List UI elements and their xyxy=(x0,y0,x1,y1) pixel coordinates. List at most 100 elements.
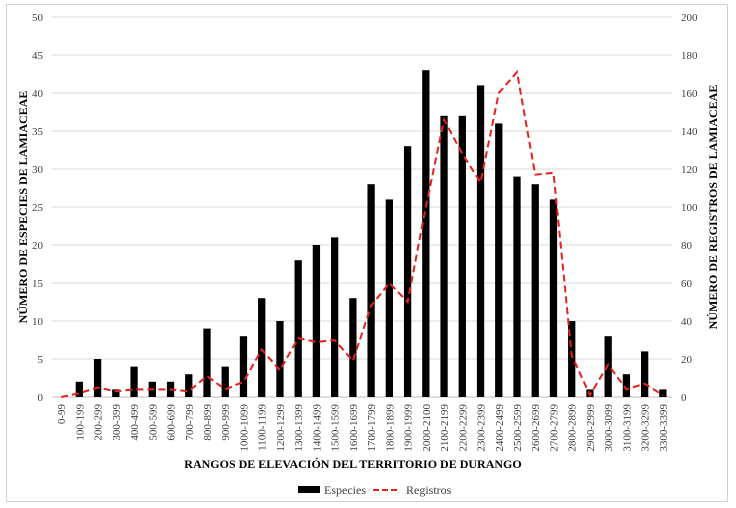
x-tick-label: 500-599 xyxy=(147,404,159,441)
x-tick-label: 2600-2699 xyxy=(530,404,542,452)
chart-frame xyxy=(6,4,728,502)
x-tick-label: 1600-1699 xyxy=(348,404,360,452)
legend-label-especies: Especies xyxy=(324,483,366,497)
bar-especies xyxy=(203,328,211,397)
x-tick-label: 1300-1399 xyxy=(293,404,305,452)
bar-especies xyxy=(258,298,266,397)
legend-label-registros: Registros xyxy=(406,483,452,497)
x-tick-label: 3300-3399 xyxy=(658,404,670,452)
right-axis-title: NÚMERO DE REGISTROS DE LAMIACEAE xyxy=(706,85,720,330)
bar-especies xyxy=(130,366,138,397)
bar-especies xyxy=(331,237,339,397)
bar-especies xyxy=(221,366,229,397)
bar-especies xyxy=(659,389,667,397)
left-tick-label: 10 xyxy=(32,316,44,328)
right-tick-label: 60 xyxy=(681,278,693,290)
bar-especies xyxy=(294,260,302,397)
bar-especies xyxy=(185,374,193,397)
bar-especies xyxy=(367,184,375,397)
right-tick-label: 140 xyxy=(681,126,698,138)
right-tick-label: 200 xyxy=(681,12,698,24)
bar-especies xyxy=(112,389,120,397)
left-tick-label: 25 xyxy=(32,202,44,214)
x-tick-label: 2100-2199 xyxy=(439,404,451,452)
gridlines xyxy=(52,16,672,360)
x-tick-label: 1500-1599 xyxy=(330,404,342,452)
x-tick-label: 1100-1199 xyxy=(257,404,269,451)
x-tick-label: 0-99 xyxy=(56,404,68,425)
left-tick-label: 15 xyxy=(32,278,44,290)
bar-especies xyxy=(403,146,412,397)
right-tick-label: 0 xyxy=(681,392,687,404)
right-axis-ticks: 0 20 40 60 80 100 120 140 160 180 200 xyxy=(681,12,698,404)
left-tick-label: 40 xyxy=(32,88,44,100)
bar-especies xyxy=(495,123,503,398)
x-tick-label: 100-199 xyxy=(74,404,86,441)
x-tick-label: 2700-2799 xyxy=(548,404,560,452)
left-tick-label: 45 xyxy=(32,50,44,62)
x-tick-label: 2200-2299 xyxy=(457,404,469,452)
bar-especies xyxy=(75,381,83,397)
bar-especies xyxy=(440,115,448,398)
x-tick-label: 900-999 xyxy=(220,404,232,441)
x-tick-label: 3200-3299 xyxy=(640,404,652,452)
x-tick-label: 700-799 xyxy=(184,404,196,441)
x-tick-label: 2500-2599 xyxy=(512,404,524,452)
bar-especies xyxy=(239,336,248,397)
x-axis-title: RANGOS DE ELEVACIÓN DEL TERRITORIO DE DU… xyxy=(184,457,521,471)
x-tick-label: 2800-2899 xyxy=(567,404,579,452)
x-tick-label: 800-899 xyxy=(202,404,214,441)
bar-especies xyxy=(513,176,521,397)
bar-especies xyxy=(622,374,631,397)
x-tick-label: 1800-1899 xyxy=(384,404,396,452)
right-tick-label: 40 xyxy=(681,316,693,328)
bar-especies xyxy=(549,199,558,397)
x-tick-label: 400-499 xyxy=(129,404,141,441)
left-tick-label: 5 xyxy=(38,354,44,366)
left-tick-label: 20 xyxy=(32,240,44,252)
x-tick-label: 2000-2100 xyxy=(421,404,433,452)
legend-swatch-especies xyxy=(298,486,320,493)
right-tick-label: 20 xyxy=(681,354,693,366)
bar-especies xyxy=(568,321,576,397)
bar-especies xyxy=(531,184,539,397)
x-tick-label: 2300-2399 xyxy=(476,404,488,452)
x-tick-label: 2900-2999 xyxy=(585,404,597,452)
right-tick-label: 100 xyxy=(681,202,698,214)
x-tick-label: 300-399 xyxy=(111,404,123,441)
bar-especies xyxy=(385,199,393,397)
x-tick-label: 1700-1799 xyxy=(366,404,378,452)
right-tick-label: 160 xyxy=(681,88,698,100)
bar-especies xyxy=(476,85,485,398)
x-tick-label: 3100-3199 xyxy=(621,404,633,452)
x-tick-label: 1400-1499 xyxy=(311,404,323,452)
left-axis-ticks: 0 5 10 15 20 25 30 35 40 45 50 xyxy=(32,12,44,404)
left-tick-label: 30 xyxy=(32,164,44,176)
bar-especies xyxy=(276,321,284,397)
x-tick-label: 3000-3099 xyxy=(603,404,615,452)
bar-especies xyxy=(641,351,649,397)
bar-especies xyxy=(458,115,466,398)
left-tick-label: 0 xyxy=(38,392,44,404)
bars-especies xyxy=(75,70,667,398)
right-tick-label: 120 xyxy=(681,164,698,176)
bar-especies xyxy=(422,70,430,397)
bar-especies xyxy=(93,359,102,397)
left-tick-label: 50 xyxy=(32,12,44,24)
x-tick-label: 1900-1999 xyxy=(403,404,415,452)
x-tick-label: 1200-1299 xyxy=(275,404,287,452)
line-registros xyxy=(60,69,664,398)
bar-especies xyxy=(349,298,357,397)
x-axis-ticks: 0-99 100-199 200-299 300-399 400-499 500-599 6… xyxy=(56,404,670,452)
x-tick-label: 200-299 xyxy=(93,404,105,441)
bar-especies xyxy=(312,245,321,397)
right-tick-label: 80 xyxy=(681,240,693,252)
legend: Especies Registros xyxy=(298,483,452,497)
left-tick-label: 35 xyxy=(32,126,44,138)
x-tick-label: 1000-1099 xyxy=(238,404,250,452)
right-tick-label: 180 xyxy=(681,50,698,62)
x-tick-label: 600-699 xyxy=(166,404,178,441)
x-tick-label: 2400-2499 xyxy=(494,404,506,452)
left-axis-title: NÚMERO DE ESPECIES DE LAMIACEAE xyxy=(16,91,30,324)
